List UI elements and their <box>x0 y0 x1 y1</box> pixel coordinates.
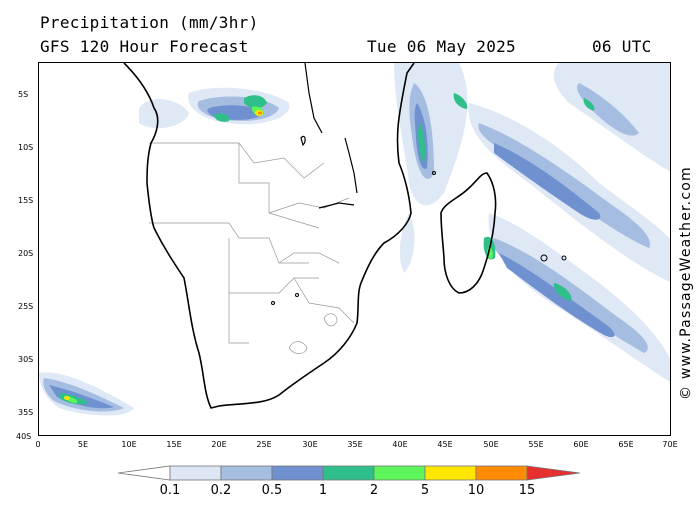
country-borders <box>149 142 355 354</box>
lon-label: 55E <box>528 440 544 449</box>
lat-label: 5S <box>18 90 29 99</box>
precip-extreme <box>64 110 263 400</box>
legend-label: 5 <box>420 483 430 498</box>
forecast-time: 06 UTC <box>592 37 652 56</box>
legend-swatch-0 <box>118 465 171 481</box>
lon-label: 60E <box>573 440 589 449</box>
site-credit: © www.PassageWeather.com <box>678 166 694 400</box>
lat-label: 20S <box>18 249 34 258</box>
lon-label: 25E <box>256 440 272 449</box>
precip-peak <box>258 111 262 115</box>
precip-light <box>39 63 670 416</box>
lon-label: 0 <box>35 440 41 449</box>
lon-label: 40E <box>392 440 408 449</box>
lat-label: 30S <box>18 355 34 364</box>
precip-moderate <box>43 83 650 412</box>
lat-label: 40S <box>16 432 32 441</box>
islands <box>271 171 567 305</box>
precipitation-map <box>38 62 671 436</box>
africa-coastline <box>123 63 415 409</box>
precip-legend-bar <box>118 465 581 481</box>
legend-swatch-3 <box>271 465 324 481</box>
lat-label: 25S <box>18 302 34 311</box>
lon-label: 30E <box>302 440 318 449</box>
legend-swatch-6 <box>424 465 477 481</box>
legend-label: 10 <box>467 483 485 498</box>
precip-intense <box>59 93 595 405</box>
legend-label: 2 <box>369 483 379 498</box>
forecast-date: Tue 06 May 2025 <box>367 37 516 56</box>
legend-label: 0.5 <box>261 483 283 498</box>
legend-label: 0.1 <box>159 483 181 498</box>
lakes <box>300 63 358 209</box>
map-canvas <box>39 63 670 416</box>
precip-heavy <box>49 103 615 409</box>
legend-label: 15 <box>518 483 536 498</box>
madagascar-outline <box>440 172 497 294</box>
legend-swatch-1 <box>169 465 222 481</box>
lat-label: 15S <box>18 196 34 205</box>
legend-swatch-7 <box>475 465 528 481</box>
lon-label: 15E <box>166 440 182 449</box>
lon-label: 20E <box>211 440 227 449</box>
legend-label: 0.2 <box>210 483 232 498</box>
legend-label: 1 <box>318 483 328 498</box>
lat-label: 35S <box>18 408 34 417</box>
lon-label: 35E <box>347 440 363 449</box>
legend-swatch-2 <box>220 465 273 481</box>
lon-label: 5E <box>77 440 89 449</box>
lat-label: 10S <box>18 143 34 152</box>
lon-label: 10E <box>121 440 137 449</box>
lon-label: 45E <box>437 440 453 449</box>
lon-label: 70E <box>662 440 678 449</box>
model-label: GFS 120 Hour Forecast <box>40 37 249 56</box>
chart-title: Precipitation (mm/3hr) <box>40 13 259 32</box>
legend-swatch-8 <box>526 465 581 481</box>
lon-label: 65E <box>618 440 634 449</box>
legend-swatch-4 <box>322 465 375 481</box>
legend-swatch-5 <box>373 465 426 481</box>
lon-label: 50E <box>483 440 499 449</box>
